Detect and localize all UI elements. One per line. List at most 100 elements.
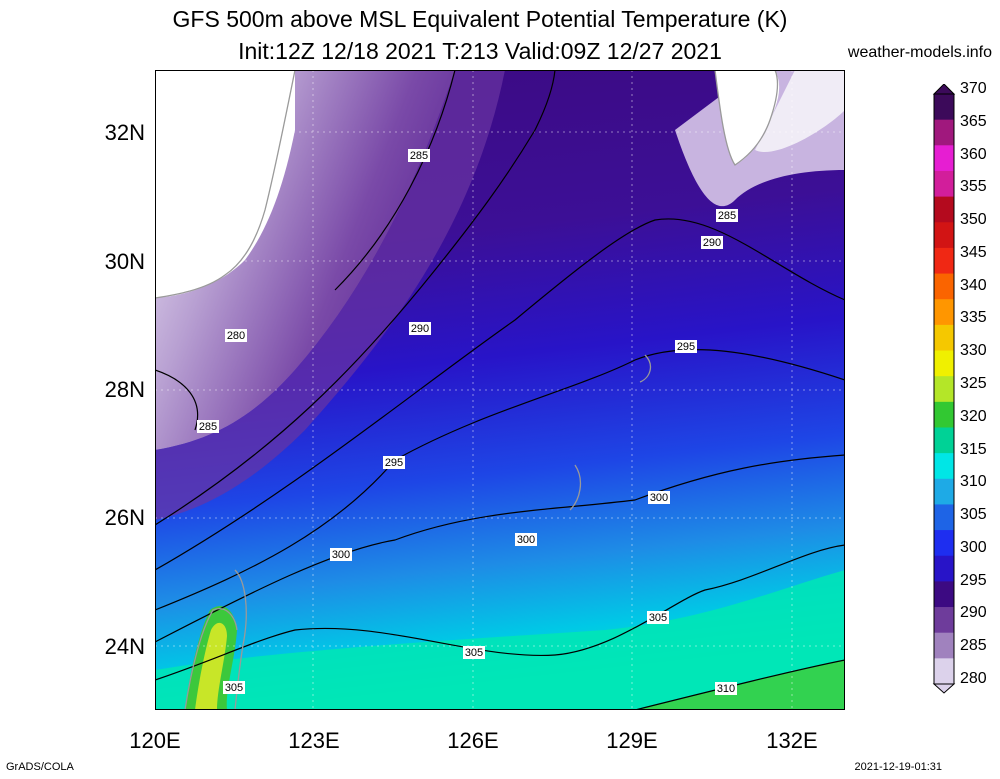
taiwan-yellow	[195, 622, 227, 710]
contour-label: 300	[648, 491, 670, 504]
colorbar-swatch	[934, 119, 954, 146]
colorbar	[932, 84, 956, 694]
svg-text:305: 305	[465, 647, 483, 659]
colorbar-label: 360	[960, 145, 987, 163]
colorbar-top-arrow	[932, 84, 956, 95]
graticule	[155, 70, 845, 710]
svg-text:300: 300	[517, 534, 535, 546]
svg-text:295: 295	[677, 341, 695, 353]
colorbar-frame	[933, 93, 955, 685]
lat-label: 32N	[104, 120, 145, 145]
colorbar-swatch	[934, 299, 954, 326]
contour-label: 305	[463, 646, 485, 659]
colorbar-label: 320	[960, 407, 987, 425]
lon-label: 120E	[129, 728, 181, 753]
colorbar-label: 290	[960, 604, 987, 622]
colorbar-label: 365	[960, 112, 987, 130]
colorbar-label: 295	[960, 571, 987, 589]
colorbar-swatch	[934, 632, 954, 659]
colorbar-swatch	[934, 555, 954, 582]
colorbar-swatch	[934, 145, 954, 172]
purple-band-west	[155, 70, 505, 520]
theta-e-map: 285 290 280 285 295 290 285 295 300 300 …	[155, 70, 845, 710]
contours	[155, 70, 845, 710]
colorbar-swatch	[934, 222, 954, 249]
colorbar-swatch	[934, 427, 954, 454]
svg-text:290: 290	[411, 323, 429, 335]
svg-text:305: 305	[649, 612, 667, 624]
footer-timestamp: 2021-12-19-01:31	[854, 761, 942, 773]
lon-label: 126E	[447, 728, 499, 753]
contour-label: 295	[383, 456, 405, 469]
white-east	[755, 70, 845, 152]
colorbar-label: 315	[960, 440, 987, 458]
svg-text:300: 300	[332, 549, 350, 561]
colorbar-swatch	[934, 273, 954, 300]
footer-software: GrADS/COLA	[6, 761, 74, 773]
colorbar-swatch	[934, 170, 954, 198]
colorbar-swatch	[934, 581, 954, 608]
contour-label: 290	[701, 236, 723, 249]
lon-label: 123E	[288, 728, 340, 753]
chart-title: GFS 500m above MSL Equivalent Potential …	[172, 6, 788, 32]
colorbar-label: 350	[960, 211, 987, 229]
colorbar-label: 280	[960, 670, 987, 687]
contour-label-group: 285 290 280 285 295 290 285 295 300 300 …	[197, 149, 738, 695]
colorbar-label: 330	[960, 342, 987, 360]
colorbar-bottom-arrow	[932, 683, 956, 694]
colorbar-swatch	[934, 401, 954, 428]
colorbar-label: 345	[960, 243, 987, 261]
colorbar-swatch	[934, 376, 954, 403]
colorbar-swatch	[934, 478, 954, 505]
colorbar-swatch	[934, 324, 954, 352]
contour-label: 285	[408, 149, 430, 162]
china-land	[155, 70, 295, 298]
svg-text:305: 305	[225, 682, 243, 694]
colorbar-swatch	[934, 658, 954, 685]
contour-label: 295	[675, 340, 697, 353]
colorbar-swatch	[934, 94, 954, 121]
colorbar-swatch	[934, 504, 954, 531]
map-frame	[155, 70, 845, 710]
lat-label: 28N	[104, 377, 145, 402]
svg-text:290: 290	[703, 237, 721, 249]
colorbar-label: 355	[960, 178, 987, 196]
colorbar-swatch	[934, 350, 954, 377]
lon-label: 129E	[606, 728, 658, 753]
colorbar-label: 370	[960, 80, 987, 97]
contour-label: 285	[197, 420, 219, 433]
contour-label: 290	[409, 322, 431, 335]
colorbar-swatch	[934, 247, 954, 275]
colorbar-swatch	[934, 530, 954, 557]
colorbar-label: 305	[960, 506, 987, 524]
source-credit: weather-models.info	[847, 44, 992, 61]
svg-text:285: 285	[199, 421, 217, 433]
contour-label: 280	[225, 329, 247, 342]
svg-text:280: 280	[227, 330, 245, 342]
colorbar-swatch	[934, 607, 954, 634]
chart-subtitle: Init:12Z 12/18 2021 T:213 Valid:09Z 12/2…	[238, 38, 722, 64]
colorbar-label: 325	[960, 375, 987, 392]
colorbar-label: 310	[960, 473, 987, 491]
contour-label: 305	[647, 611, 669, 624]
lon-label: 132E	[766, 728, 818, 753]
svg-text:285: 285	[718, 210, 736, 222]
contour-label: 300	[330, 548, 352, 561]
lat-label: 24N	[104, 634, 145, 659]
contour-label: 300	[515, 533, 537, 546]
svg-text:300: 300	[650, 492, 668, 504]
colorbar-label: 285	[960, 637, 987, 655]
colorbar-swatch	[934, 453, 954, 480]
contour-label: 305	[223, 681, 245, 694]
kyushu-land	[715, 70, 780, 165]
contour-label: 285	[716, 209, 738, 222]
svg-text:295: 295	[385, 457, 403, 469]
svg-text:310: 310	[717, 683, 735, 695]
lat-label: 26N	[104, 505, 145, 530]
contour-label: 310	[715, 682, 737, 695]
colorbar-label: 340	[960, 276, 987, 294]
colorbar-swatch	[934, 196, 954, 223]
colorbar-label: 335	[960, 309, 987, 327]
svg-text:285: 285	[410, 150, 428, 162]
lat-label: 30N	[104, 249, 145, 274]
